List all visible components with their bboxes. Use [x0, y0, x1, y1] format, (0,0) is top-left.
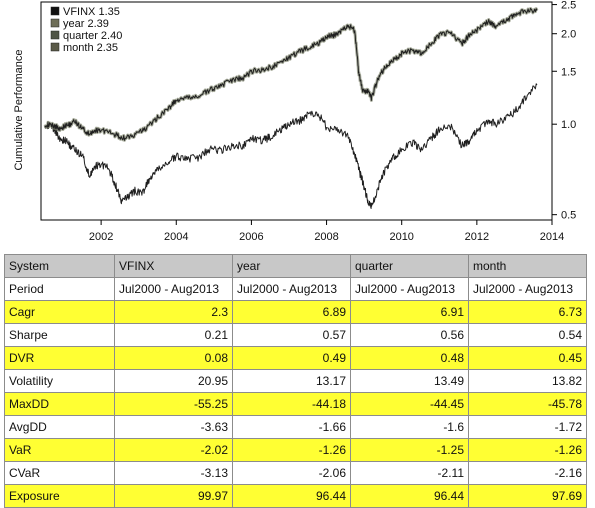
row-label: Cagr: [4, 300, 115, 324]
table-cell: 6.73: [468, 300, 587, 324]
table-cell: 99.97: [114, 484, 233, 508]
plot-frame: [40, 1, 553, 221]
table-cell: Jul2000 - Aug2013: [232, 277, 351, 301]
table-cell: 0.48: [350, 346, 469, 370]
table-cell: -2.16: [468, 461, 587, 485]
table-row-period: Period Jul2000 - Aug2013 Jul2000 - Aug2013…: [4, 277, 587, 301]
x-tick-label: 2010: [389, 231, 413, 243]
table-cell: -1.26: [232, 438, 351, 462]
table-cell: -1.72: [468, 415, 587, 439]
series-band-1: [43, 7, 539, 142]
legend-swatch: [50, 42, 60, 52]
table-cell: -1.66: [232, 415, 351, 439]
table-cell: -2.11: [350, 461, 469, 485]
row-label: MaxDD: [4, 392, 115, 416]
table-row-exposure: Exposure 99.97 96.44 96.44 97.69: [4, 484, 587, 508]
table-row-var: VaR -2.02 -1.26 -1.25 -1.26: [4, 438, 587, 462]
row-label: Exposure: [4, 484, 115, 508]
table-cell: Jul2000 - Aug2013: [114, 277, 233, 301]
table-cell: 0.57: [232, 323, 351, 347]
series-line-1: [44, 8, 538, 141]
table-cell: -3.13: [114, 461, 233, 485]
y-axis-label: Cumulative Performance: [13, 49, 25, 170]
row-label: Volatility: [4, 369, 115, 393]
legend-swatch: [50, 6, 60, 16]
column-header: VFINX: [114, 254, 233, 278]
legend-entry: month 2.35: [63, 42, 118, 54]
x-tick-label: 2004: [164, 231, 188, 243]
y-tick-label: 1.5: [561, 66, 576, 78]
column-header: quarter: [350, 254, 469, 278]
table-row-cvar: CVaR -3.13 -2.06 -2.11 -2.16: [4, 461, 587, 485]
table-cell: 0.45: [468, 346, 587, 370]
table-cell: Jul2000 - Aug2013: [468, 277, 587, 301]
series-line-0: [44, 83, 538, 209]
row-label: VaR: [4, 438, 115, 462]
row-label: CVaR: [4, 461, 115, 485]
column-header: month: [468, 254, 587, 278]
legend-entry: year 2.39: [63, 18, 109, 30]
y-tick-label: 0.5: [561, 210, 576, 222]
row-label: DVR: [4, 346, 115, 370]
column-header: System: [4, 254, 115, 278]
table-cell: -1.6: [350, 415, 469, 439]
table-cell: 20.95: [114, 369, 233, 393]
table-cell: 13.17: [232, 369, 351, 393]
table-cell: 96.44: [232, 484, 351, 508]
table-row-sharpe: Sharpe 0.21 0.57 0.56 0.54: [4, 323, 587, 347]
table-cell: 0.49: [232, 346, 351, 370]
table-cell: 13.49: [350, 369, 469, 393]
y-tick-label: 2.0: [561, 29, 576, 41]
table-cell: 0.56: [350, 323, 469, 347]
table-cell: -1.25: [350, 438, 469, 462]
table-row-maxdd: MaxDD -55.25 -44.18 -44.45 -45.78: [4, 392, 587, 416]
table-cell: 96.44: [350, 484, 469, 508]
x-tick-label: 2014: [540, 231, 564, 243]
table-cell: 6.91: [350, 300, 469, 324]
legend-entry: quarter 2.40: [63, 30, 122, 42]
table-cell: 97.69: [468, 484, 587, 508]
table-cell: -45.78: [468, 392, 587, 416]
table-header-row: System VFINX year quarter month: [4, 254, 587, 278]
table-cell: -2.02: [114, 438, 233, 462]
table-cell: 2.3: [114, 300, 233, 324]
table-cell: 6.89: [232, 300, 351, 324]
y-tick-label: 1.0: [561, 119, 576, 131]
row-label: AvgDD: [4, 415, 115, 439]
column-header: year: [232, 254, 351, 278]
table-cell: -55.25: [114, 392, 233, 416]
stats-table: System VFINX year quarter month Period Jul2000…: [4, 254, 587, 508]
table-row-dvr: DVR 0.08 0.49 0.48 0.45: [4, 346, 587, 370]
legend-entry: VFINX 1.35: [63, 6, 120, 18]
table-cell: -44.18: [232, 392, 351, 416]
legend-swatch: [50, 30, 60, 40]
table-cell: -2.06: [232, 461, 351, 485]
row-label: Sharpe: [4, 323, 115, 347]
table-row-avgdd: AvgDD -3.63 -1.66 -1.6 -1.72: [4, 415, 587, 439]
x-tick-label: 2002: [89, 231, 113, 243]
table-cell: 0.54: [468, 323, 587, 347]
table-cell: Jul2000 - Aug2013: [350, 277, 469, 301]
performance-chart: 2002 2004 2006 2008 2010 2012 2014 0.5 1.0 1.5 2.0…: [13, 0, 576, 243]
table-cell: 13.82: [468, 369, 587, 393]
y-tick-label: 2.5: [561, 0, 576, 12]
x-tick-label: 2006: [239, 231, 263, 243]
table-cell: -3.63: [114, 415, 233, 439]
table-cell: 0.21: [114, 323, 233, 347]
legend-swatch: [50, 18, 60, 28]
table-row-volatility: Volatility 20.95 13.17 13.49 13.82: [4, 369, 587, 393]
table-cell: -44.45: [350, 392, 469, 416]
row-label: Period: [4, 277, 115, 301]
table-cell: 0.08: [114, 346, 233, 370]
table-cell: -1.26: [468, 438, 587, 462]
table-row-cagr: Cagr 2.3 6.89 6.91 6.73: [4, 300, 587, 324]
x-tick-label: 2012: [465, 231, 489, 243]
x-tick-label: 2008: [314, 231, 338, 243]
